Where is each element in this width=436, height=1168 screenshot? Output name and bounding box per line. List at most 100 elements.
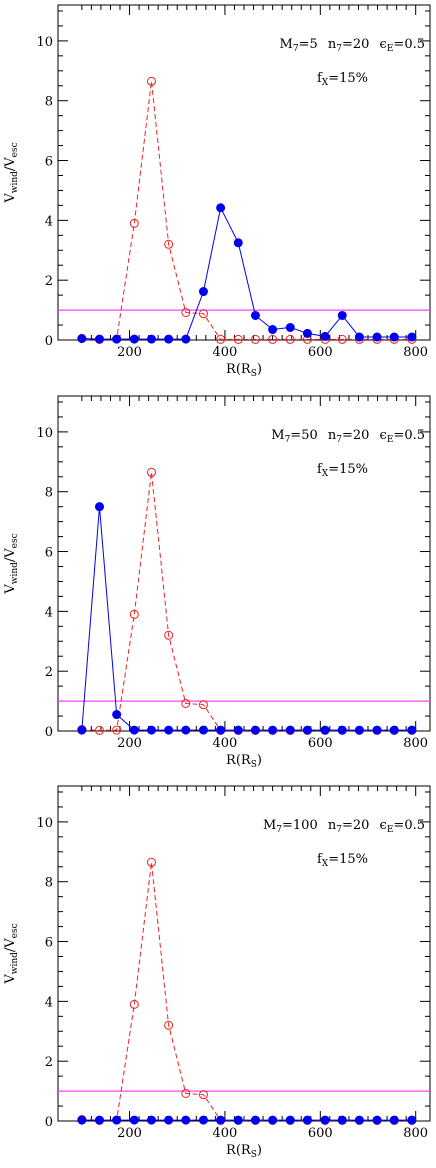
series-1-point (198, 309, 208, 319)
series-2-point (181, 1115, 191, 1125)
series-2-point (77, 725, 87, 735)
series-line-2 (81, 506, 412, 731)
series-1-point (233, 334, 243, 344)
series-2-point (233, 725, 243, 735)
series-2-point (268, 725, 278, 735)
series-2-point (320, 1115, 330, 1125)
chart-panel-3: 200 400 600 800 0 2 4 6 8 10 R(RS) Vwind/Vesc M7=100… (3, 785, 431, 1160)
x-tick-label: 200 (117, 1126, 142, 1141)
series-1-point (112, 725, 122, 735)
y-tick-label: 6 (45, 936, 53, 951)
series-2-point (129, 1115, 139, 1125)
series-1-point (268, 334, 278, 344)
series-2-point (216, 725, 226, 735)
y-tick-label: 4 (45, 605, 53, 620)
series-line-1 (81, 472, 412, 731)
series-2-point (164, 334, 174, 344)
y-tick-label: 4 (45, 214, 53, 229)
series-2-point (372, 332, 382, 342)
series-line-1 (81, 862, 412, 1121)
series-1-point (198, 1090, 208, 1100)
series-2-point (354, 332, 364, 342)
series-2-point (129, 725, 139, 735)
series-2-point (146, 1115, 156, 1125)
series-1-point (164, 1020, 174, 1030)
series-2-point (181, 725, 191, 735)
series-2-point (354, 725, 364, 735)
series-1-point (181, 307, 191, 317)
series-1-point (250, 334, 260, 344)
annotation-params: M7=5 n7=20 ϵE=0.5 (280, 37, 425, 54)
y-tick-label: 0 (45, 725, 53, 740)
y-axis-title: Vwind/Vesc (3, 533, 20, 594)
annotation-params: M7=50 n7=20 ϵE=0.5 (271, 428, 425, 445)
series-2-point (94, 334, 104, 344)
series-1-point (94, 725, 104, 735)
x-tick-label: 600 (308, 345, 333, 360)
chart-panel-1: 200 400 600 800 0 2 4 6 8 10 R(RS) Vwind/Vesc M7=5 n… (3, 4, 431, 379)
series-2-point (250, 1115, 260, 1125)
series-2-point (337, 310, 347, 320)
series-1-point (285, 334, 295, 344)
series-1-point (129, 218, 139, 228)
series-2-point (302, 328, 312, 338)
series-2-point (320, 331, 330, 341)
series-2-point (233, 1115, 243, 1125)
x-axis-title: R(RS) (226, 362, 262, 379)
y-tick-label: 2 (45, 665, 53, 680)
x-tick-label: 800 (403, 1126, 428, 1141)
x-tick-label: 400 (213, 345, 238, 360)
series-1-point (181, 1088, 191, 1098)
y-axis-title: Vwind/Vesc (3, 142, 20, 203)
series-2-point (94, 502, 104, 512)
series-line-1 (81, 81, 412, 340)
series-1-point (181, 698, 191, 708)
x-axis-title: R(RS) (226, 1143, 262, 1160)
series-2-point (164, 1115, 174, 1125)
series-2-point (129, 334, 139, 344)
series-2-point (198, 287, 208, 297)
series-1-point (146, 467, 156, 477)
x-tick-label: 800 (403, 736, 428, 751)
series-2-point (233, 238, 243, 248)
series-2-point (164, 725, 174, 735)
series-2-point (146, 725, 156, 735)
x-tick-label: 800 (403, 345, 428, 360)
series-2-point (146, 334, 156, 344)
series-2-point (181, 334, 191, 344)
series-2-point (372, 1115, 382, 1125)
series-2-point (302, 725, 312, 735)
series-1-point (146, 857, 156, 867)
annotation-fx: fX=15% (317, 852, 368, 869)
y-tick-label: 10 (36, 426, 53, 441)
series-2-point (407, 332, 417, 342)
series-2-point (112, 710, 122, 720)
series-2-point (198, 725, 208, 735)
y-tick-label: 10 (36, 35, 53, 50)
x-tick-label: 400 (213, 1126, 238, 1141)
annotation-fx: fX=15% (317, 71, 368, 88)
y-tick-label: 8 (45, 876, 53, 891)
chart-panel-2: 200 400 600 800 0 2 4 6 8 10 R(RS) Vwind/Vesc M7=50 … (3, 395, 431, 770)
series-2-point (354, 1115, 364, 1125)
series-2-point (112, 334, 122, 344)
series-1-point (129, 609, 139, 619)
x-tick-label: 200 (117, 345, 142, 360)
series-2-point (407, 725, 417, 735)
series-2-point (268, 1115, 278, 1125)
x-tick-label: 600 (308, 736, 333, 751)
series-2-point (94, 1115, 104, 1125)
series-2-point (77, 334, 87, 344)
y-tick-label: 10 (36, 816, 53, 831)
series-2-point (250, 310, 260, 320)
series-1-point (216, 334, 226, 344)
series-2-point (112, 1115, 122, 1125)
series-1-point (129, 999, 139, 1009)
y-tick-label: 0 (45, 1115, 53, 1130)
y-tick-label: 0 (45, 334, 53, 349)
y-tick-label: 6 (45, 546, 53, 561)
y-tick-label: 4 (45, 995, 53, 1010)
series-1-point (198, 700, 208, 710)
y-axis-title: Vwind/Vesc (3, 923, 20, 984)
